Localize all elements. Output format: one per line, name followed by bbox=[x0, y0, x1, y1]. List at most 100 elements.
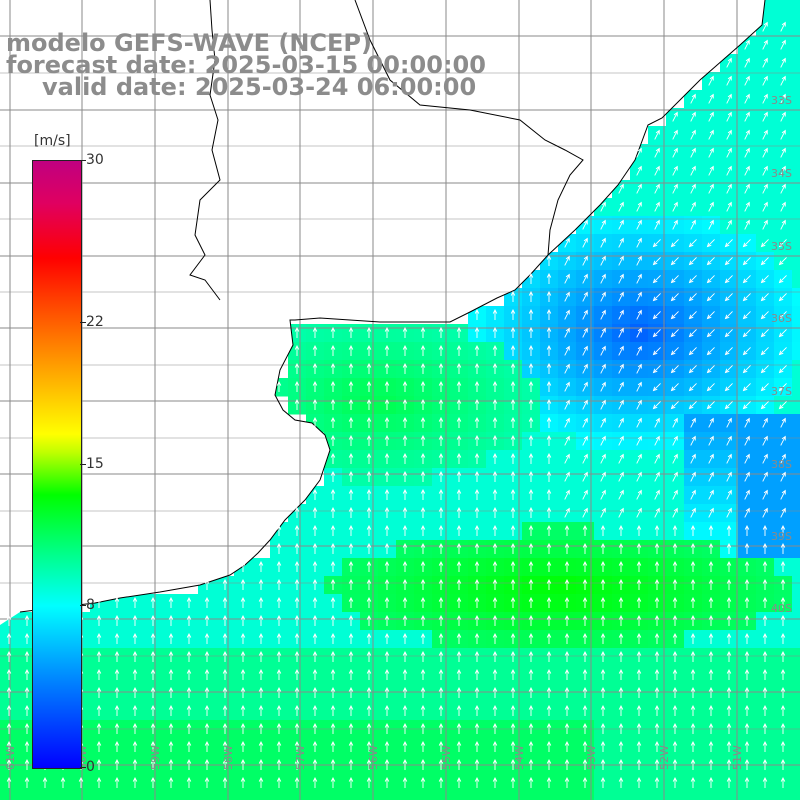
wind-arrow bbox=[618, 363, 624, 374]
wind-arrow bbox=[672, 165, 678, 176]
wind-arrow bbox=[96, 777, 102, 788]
wind-speed-cell bbox=[792, 288, 800, 307]
wind-arrow bbox=[582, 705, 588, 716]
wind-arrow bbox=[690, 489, 696, 500]
wind-arrow bbox=[492, 471, 498, 482]
wind-arrow bbox=[546, 525, 552, 536]
wind-arrow bbox=[240, 705, 246, 716]
wind-arrow bbox=[312, 489, 318, 500]
wind-arrow bbox=[708, 651, 714, 662]
wind-arrow bbox=[688, 365, 697, 374]
wind-arrow bbox=[474, 435, 480, 446]
wind-arrow bbox=[742, 383, 751, 392]
wind-arrow bbox=[582, 561, 588, 572]
wind-arrow bbox=[186, 651, 192, 662]
wind-arrow bbox=[708, 147, 714, 158]
wind-arrow bbox=[348, 327, 354, 338]
wind-arrow bbox=[546, 327, 552, 338]
wind-arrow bbox=[96, 705, 102, 716]
wind-arrow bbox=[528, 615, 534, 626]
wind-arrow bbox=[762, 75, 768, 86]
wind-speed-cell bbox=[144, 792, 163, 800]
wind-arrow bbox=[582, 741, 588, 752]
wind-arrow bbox=[780, 129, 786, 140]
wind-arrow bbox=[330, 741, 336, 752]
wind-arrow bbox=[726, 687, 732, 698]
wind-arrow bbox=[724, 329, 733, 338]
wind-arrow bbox=[780, 417, 786, 428]
wind-arrow bbox=[726, 129, 732, 140]
wind-arrow bbox=[600, 219, 606, 230]
wind-arrow bbox=[456, 579, 462, 590]
wind-arrow bbox=[492, 561, 498, 572]
wind-arrow bbox=[492, 759, 498, 770]
wind-arrow bbox=[780, 723, 786, 734]
wind-arrow bbox=[744, 147, 750, 158]
wind-arrow bbox=[366, 507, 372, 518]
wind-arrow bbox=[96, 741, 102, 752]
wind-arrow bbox=[420, 705, 426, 716]
wind-speed-cell bbox=[504, 792, 523, 800]
wind-arrow bbox=[546, 435, 552, 446]
wind-arrow bbox=[348, 345, 354, 356]
wind-arrow bbox=[780, 651, 786, 662]
wind-arrow bbox=[636, 255, 642, 266]
wind-arrow bbox=[636, 273, 642, 284]
wind-arrow bbox=[636, 219, 642, 230]
wind-arrow bbox=[690, 651, 696, 662]
wind-arrow bbox=[618, 399, 624, 410]
wind-arrow bbox=[688, 347, 697, 356]
wind-arrow bbox=[420, 435, 426, 446]
wind-arrow bbox=[456, 453, 462, 464]
wind-arrow bbox=[600, 345, 606, 356]
wind-arrow bbox=[564, 363, 570, 374]
wind-arrow bbox=[366, 327, 372, 338]
wind-arrow bbox=[708, 543, 714, 554]
wind-speed-cell bbox=[792, 180, 800, 199]
wind-arrow bbox=[528, 489, 534, 500]
wind-arrow bbox=[564, 561, 570, 572]
wind-arrow bbox=[618, 489, 624, 500]
wind-arrow bbox=[384, 633, 390, 644]
wind-arrow bbox=[384, 543, 390, 554]
wind-arrow bbox=[384, 741, 390, 752]
wind-arrow bbox=[726, 615, 732, 626]
wind-arrow bbox=[96, 723, 102, 734]
wind-arrow bbox=[132, 615, 138, 626]
latitude-labels: 33S 34S 35S 36S 37S 38S 39S 40S bbox=[771, 94, 792, 615]
wind-arrow bbox=[708, 93, 714, 104]
wind-arrow bbox=[688, 293, 697, 302]
wind-speed-cell bbox=[792, 144, 800, 163]
wind-arrow bbox=[402, 777, 408, 788]
wind-arrow bbox=[546, 615, 552, 626]
wind-arrow bbox=[546, 417, 552, 428]
wind-arrow bbox=[294, 705, 300, 716]
wind-arrow bbox=[276, 759, 282, 770]
wind-arrow bbox=[636, 183, 642, 194]
wind-arrow bbox=[600, 759, 606, 770]
wind-arrow bbox=[528, 345, 534, 356]
wind-arrow bbox=[474, 741, 480, 752]
wind-arrow bbox=[652, 329, 661, 338]
wind-arrow bbox=[708, 507, 714, 518]
wind-arrow bbox=[672, 723, 678, 734]
wind-arrow bbox=[672, 435, 678, 446]
wind-arrow bbox=[528, 669, 534, 680]
wind-arrow bbox=[6, 651, 12, 662]
wind-arrow bbox=[132, 669, 138, 680]
wind-arrow bbox=[618, 525, 624, 536]
wind-arrow bbox=[294, 579, 300, 590]
wind-arrow bbox=[330, 363, 336, 374]
wind-arrow bbox=[384, 471, 390, 482]
wind-arrow bbox=[618, 741, 624, 752]
wind-arrow bbox=[726, 705, 732, 716]
wind-arrow bbox=[528, 399, 534, 410]
wind-arrow bbox=[528, 291, 534, 302]
wind-arrow bbox=[456, 363, 462, 374]
wind-arrow bbox=[402, 471, 408, 482]
wind-arrow bbox=[348, 723, 354, 734]
wind-arrow bbox=[492, 615, 498, 626]
colorbar-tick-label: 8 bbox=[86, 597, 95, 614]
wind-arrow bbox=[222, 579, 228, 590]
wind-arrow bbox=[330, 597, 336, 608]
